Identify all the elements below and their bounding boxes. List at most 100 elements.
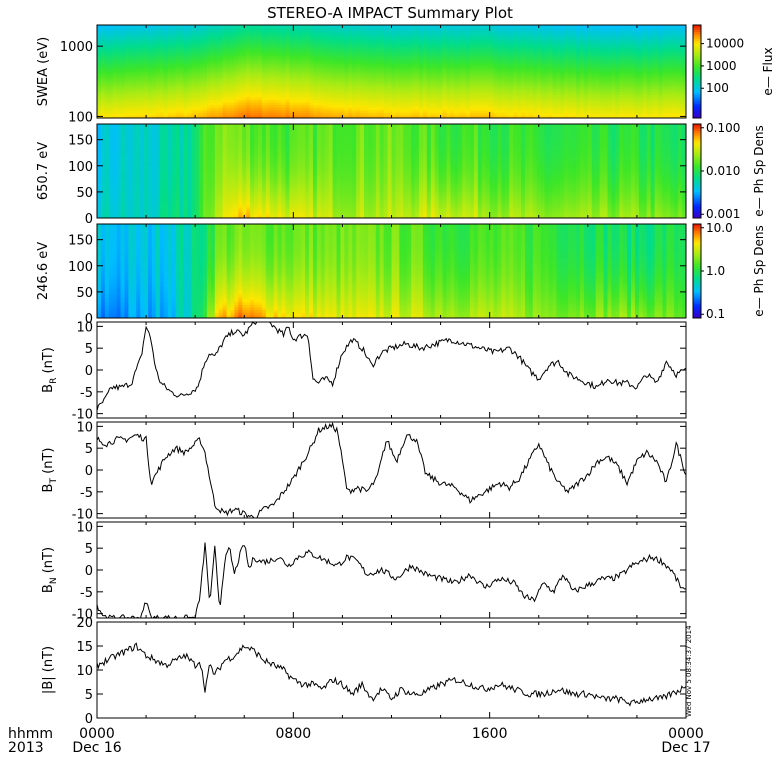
heatmap-cell [250, 84, 255, 88]
heatmap-cell [226, 79, 231, 83]
heatmap-cell [528, 94, 534, 98]
heatmap-cell [324, 30, 330, 34]
heatmap-cell [532, 25, 538, 28]
heatmap-cell [320, 58, 326, 62]
heatmap-cell [155, 66, 161, 70]
heatmap-cell [379, 32, 385, 36]
heatmap-cell [552, 81, 557, 85]
heatmap-cell [521, 110, 526, 114]
heatmap-cell [238, 58, 243, 62]
heatmap-cell [579, 35, 585, 39]
heatmap-cell [128, 63, 133, 67]
heatmap-cell [316, 56, 322, 59]
heatmap-cell [383, 87, 388, 90]
heatmap-cell [583, 79, 589, 83]
heatmap-cell [387, 87, 392, 90]
heatmap-cell [183, 30, 188, 34]
heatmap-cell [544, 45, 549, 49]
heatmap-cell [210, 45, 216, 49]
heatmap-cell [289, 102, 294, 106]
heatmap-cell [458, 89, 463, 93]
heatmap-cell [179, 92, 184, 96]
heatmap-cell [167, 58, 173, 62]
heatmap-cell [155, 112, 161, 116]
heatmap-cell [124, 48, 129, 52]
heatmap-cell [151, 89, 157, 93]
heatmap-cell [623, 110, 628, 114]
heatmap-cell [473, 68, 479, 72]
heatmap-cell [387, 79, 392, 83]
heatmap-cell [242, 76, 247, 80]
heatmap-cell [97, 84, 102, 88]
heatmap-cell [159, 25, 165, 28]
heatmap-cell [572, 27, 577, 31]
heatmap-cell [540, 107, 546, 111]
heatmap-cell [422, 53, 428, 57]
heatmap-cell [568, 25, 573, 28]
heatmap-cell [544, 50, 549, 54]
heatmap-cell [513, 110, 518, 114]
heatmap-cell [277, 56, 282, 59]
heatmap-cell [587, 30, 593, 34]
heatmap-cell [470, 71, 475, 75]
heatmap-cell [446, 63, 451, 67]
heatmap-cell [183, 89, 188, 93]
heatmap-cell [250, 37, 255, 41]
heatmap-cell [434, 63, 440, 67]
heatmap-cell [477, 56, 483, 59]
heatmap-cell [195, 71, 200, 75]
heatmap-cell [242, 66, 247, 70]
heatmap-cell [493, 112, 498, 116]
heatmap-cell [214, 40, 220, 44]
heatmap-cell [415, 84, 420, 88]
heatmap-cell [536, 92, 542, 96]
heatmap-cell [411, 25, 416, 28]
heatmap-cell [159, 79, 165, 83]
heatmap-cell [485, 107, 491, 111]
heatmap-cell [631, 99, 636, 103]
heatmap-cell [281, 66, 286, 70]
heatmap-cell [187, 74, 192, 78]
heatmap-cell [493, 66, 498, 70]
heatmap-cell [230, 25, 235, 28]
heatmap-cell [426, 48, 432, 52]
heatmap-cell [426, 32, 432, 36]
heatmap-cell [587, 97, 593, 101]
heatmap-cell [348, 94, 353, 98]
heatmap-cell [340, 58, 345, 62]
heatmap-cell [458, 110, 463, 114]
heatmap-cell [238, 76, 243, 80]
heatmap-cell [312, 110, 318, 114]
heatmap-cell [210, 84, 216, 88]
heatmap-cell [246, 48, 251, 52]
heatmap-cell [493, 35, 498, 39]
heatmap-cell [124, 110, 129, 114]
heatmap-cell [281, 115, 286, 119]
heatmap-cell [391, 97, 396, 101]
heatmap-cell [599, 30, 604, 34]
heatmap-cell [242, 35, 247, 39]
heatmap-cell [521, 81, 526, 85]
heatmap-cell [619, 110, 624, 114]
heatmap-cell [367, 61, 373, 65]
heatmap-cell [430, 30, 436, 34]
heatmap-cell [532, 105, 538, 109]
heatmap-cell [195, 58, 200, 62]
heatmap-cell [619, 74, 624, 78]
heatmap-cell [108, 61, 114, 65]
heatmap-cell [108, 97, 114, 101]
heatmap-cell [242, 74, 247, 78]
heatmap-cell [548, 56, 553, 59]
heatmap-cell [415, 79, 420, 83]
heatmap-cell [112, 115, 118, 119]
heatmap-cell [383, 84, 388, 88]
heatmap-cell [199, 99, 204, 103]
heatmap-cell [254, 79, 259, 83]
heatmap-cell [281, 97, 286, 101]
heatmap-cell [407, 89, 412, 93]
heatmap-cell [532, 66, 538, 70]
heatmap-cell [611, 40, 616, 44]
heatmap-cell [603, 32, 608, 36]
heatmap-cell [627, 37, 632, 41]
heatmap-cell [159, 99, 165, 103]
